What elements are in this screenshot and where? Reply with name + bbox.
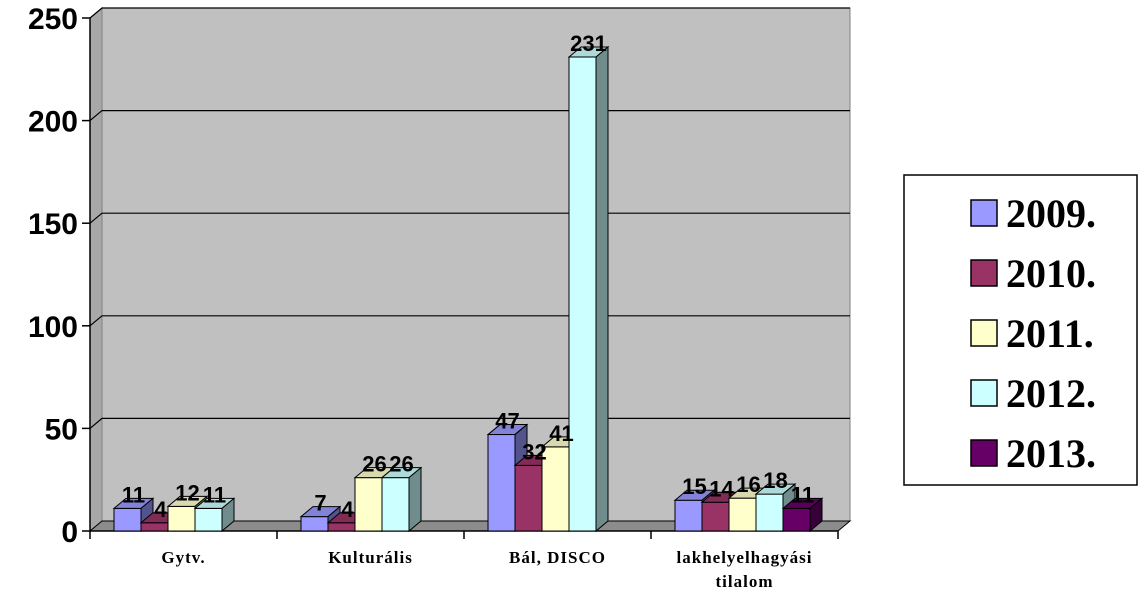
bar [195,508,222,531]
legend-swatch [971,440,997,466]
bar [168,506,195,531]
data-label: 32 [522,439,546,464]
data-label: 7 [314,491,326,516]
x-tick-label: Gytv. [161,548,205,567]
data-label: 26 [362,452,386,477]
x-tick-label: tilalom [716,572,774,591]
x-tick-label: lakhelyelhagyási [677,548,813,567]
data-label: 4 [154,497,167,522]
plot-side-wall [90,8,102,531]
data-label: 26 [389,452,413,477]
bar [328,523,355,531]
data-label: 4 [341,497,354,522]
plot-walls [90,8,850,531]
legend-label: 2011. [1006,311,1094,356]
data-label: 14 [709,476,734,501]
legend-label: 2012. [1006,371,1096,416]
bar [569,57,596,531]
y-tick-label: 200 [28,106,78,139]
y-tick-label: 100 [28,311,78,344]
bar [301,517,328,531]
x-tick-label: Bál, DISCO [509,548,606,567]
x-tick-label: Kulturális [328,548,413,567]
bar [141,523,168,531]
data-label: 47 [495,409,519,434]
data-label: 11 [122,482,145,507]
legend-swatch [971,380,997,406]
data-label: 41 [549,421,573,446]
bar [756,494,783,531]
bar [675,500,702,531]
data-label: 15 [682,474,706,499]
y-tick-label: 0 [61,516,78,549]
data-label: 12 [175,480,199,505]
y-tick-label: 150 [28,208,78,241]
legend-label: 2009. [1006,191,1096,236]
data-label: 16 [736,472,760,497]
bar [382,478,409,531]
bar [114,508,141,531]
legend-label: 2013. [1006,431,1096,476]
y-tick-label: 50 [45,413,78,446]
bar [488,435,515,531]
legend-swatch [971,260,997,286]
data-label: 11 [203,482,226,507]
data-label: 18 [763,468,787,493]
legend-swatch [971,200,997,226]
legend-label: 2010. [1006,251,1096,296]
bar-side [409,468,421,531]
bar [355,478,382,531]
legend: 2009. 2010. 2011. 2012. 2013. [904,175,1137,485]
bar [783,508,810,531]
bar [702,502,729,531]
bar [729,498,756,531]
y-tick-label: 250 [28,3,78,36]
bar [515,465,542,531]
plot-back-wall [102,8,850,521]
data-label: 231 [570,31,607,56]
data-label: 11 [791,482,814,507]
legend-swatch [971,320,997,346]
bar-side [596,47,608,531]
